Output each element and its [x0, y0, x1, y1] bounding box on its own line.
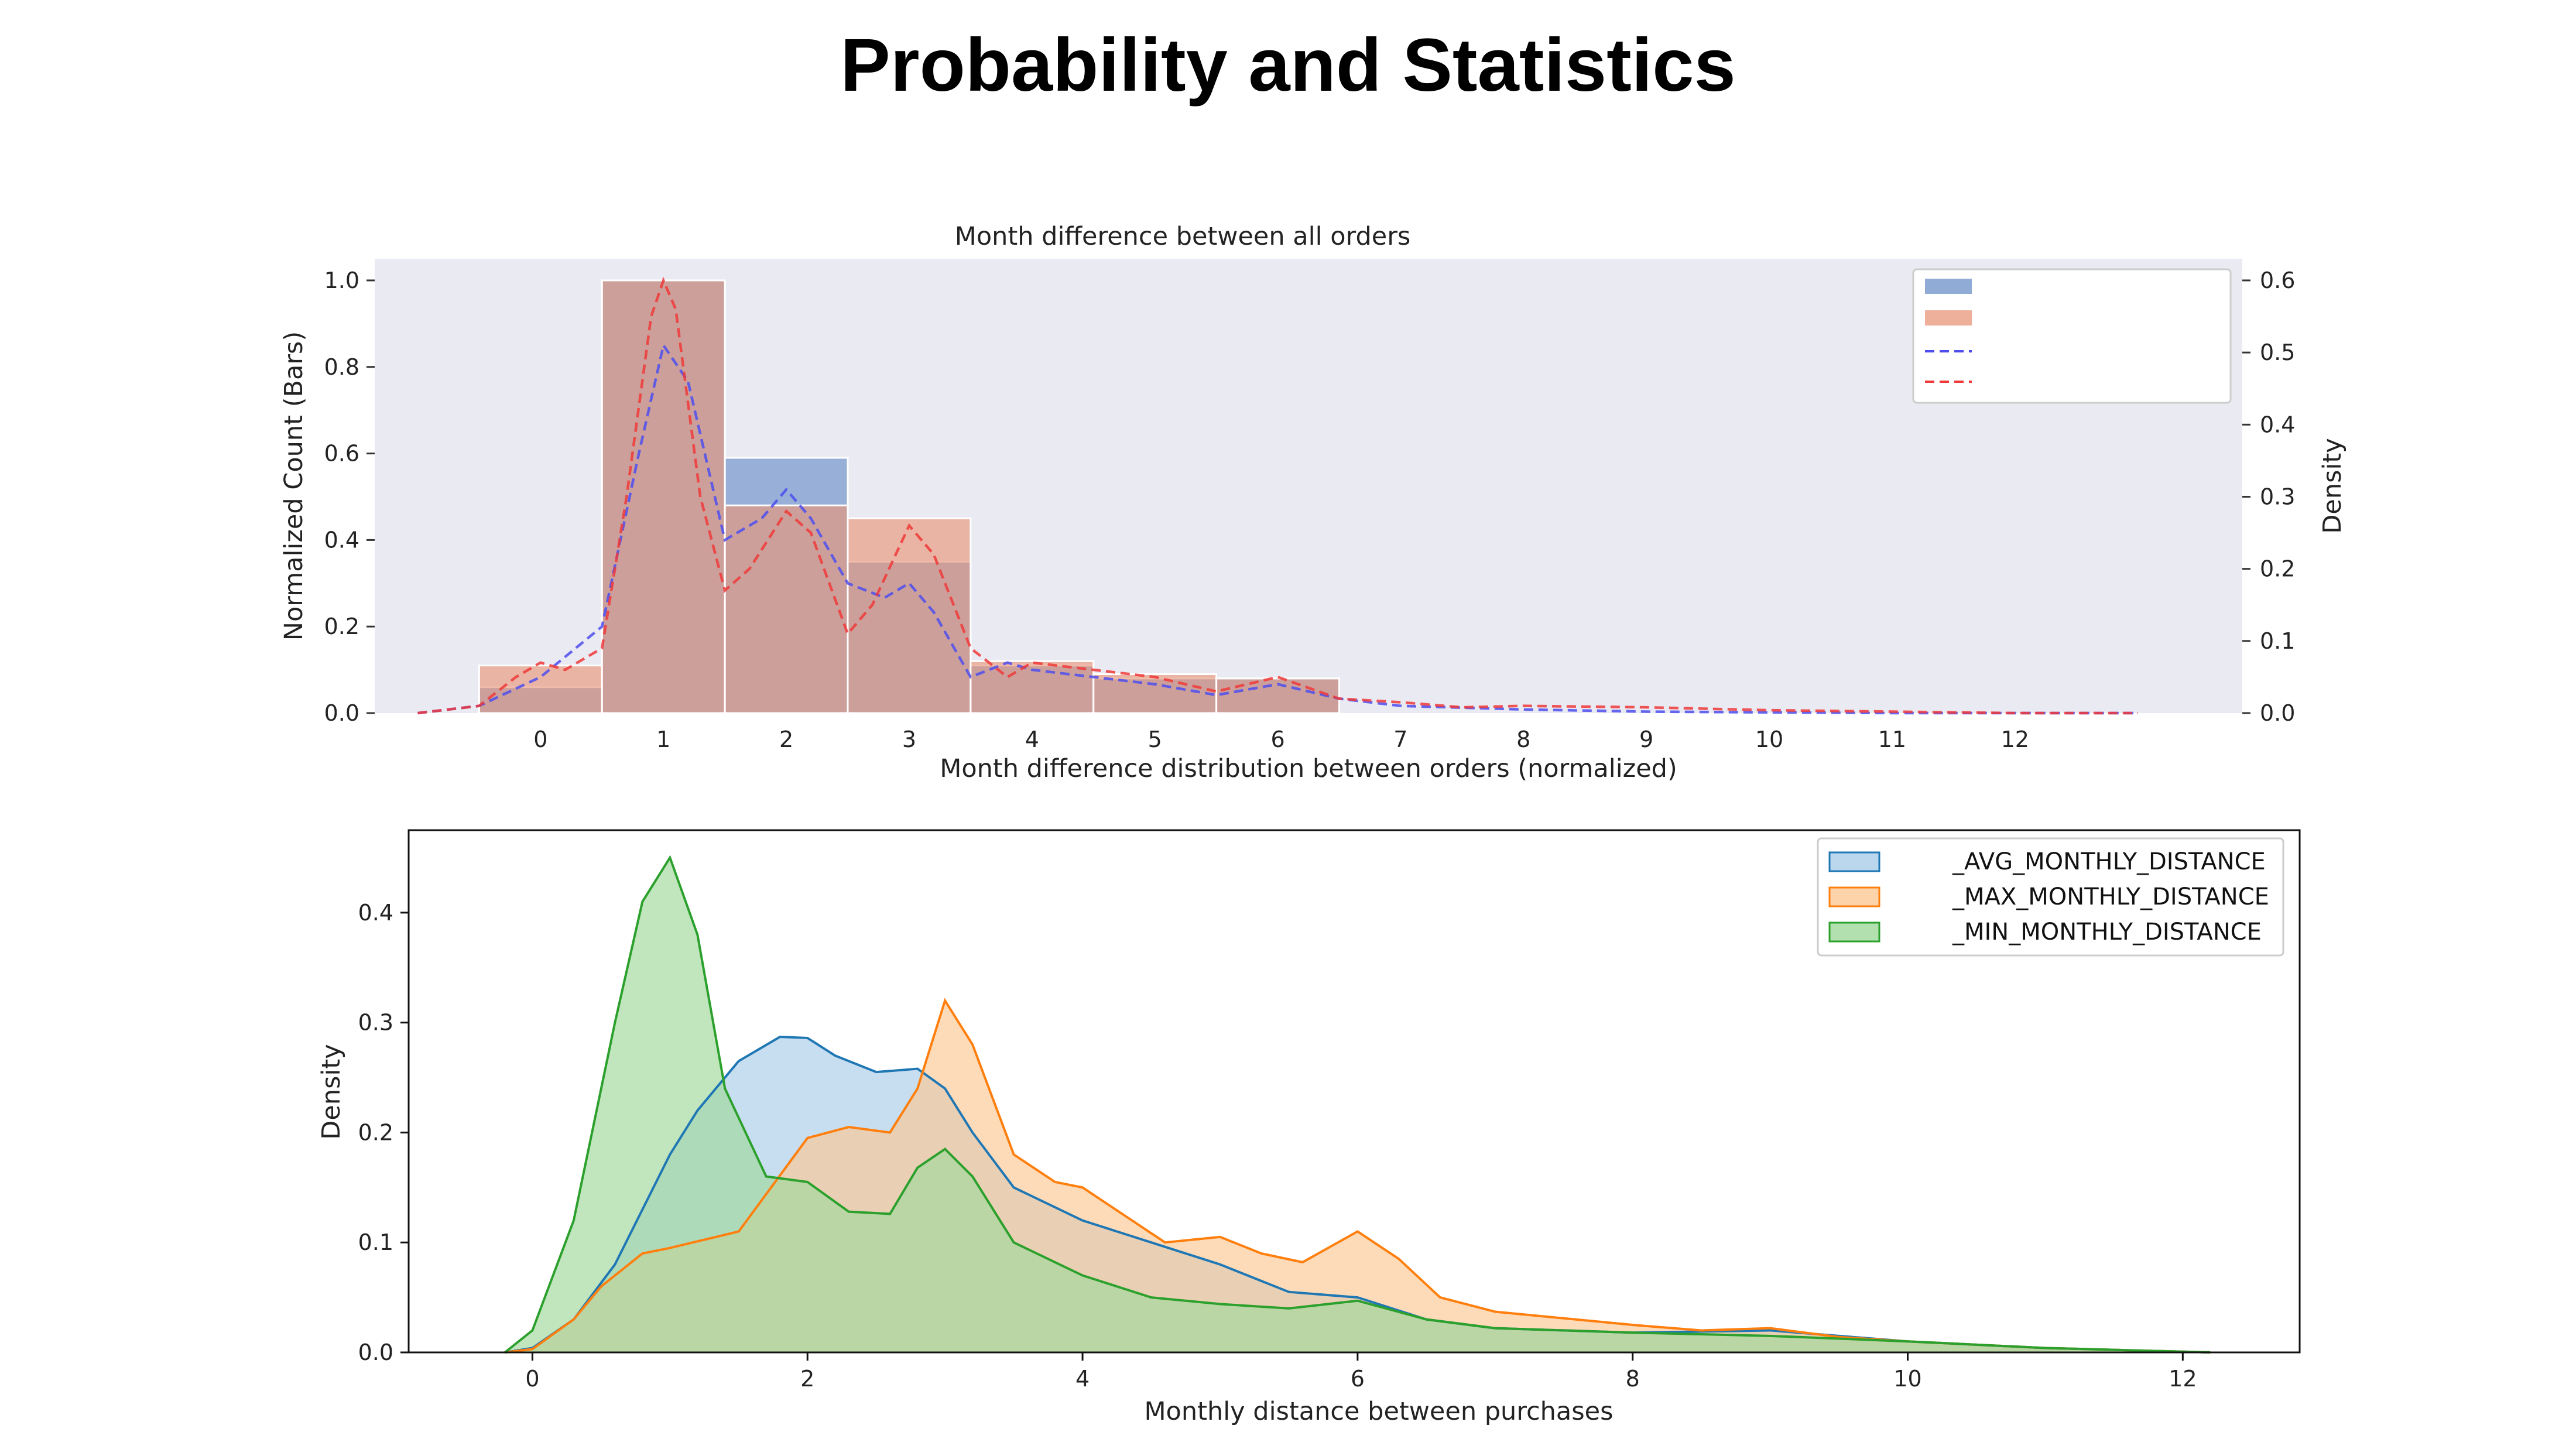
chart1-title: Month difference between all orders	[955, 222, 1411, 251]
chart1-legend-swatch-orange-bar	[1925, 310, 1972, 326]
x-tick-label: 9	[1639, 727, 1653, 752]
chart2-areas-layer	[504, 855, 2211, 1354]
chart2-legend-label-max: _MAX_MONTHLY_DISTANCE	[1952, 883, 2269, 910]
chart2-legend-swatch-min	[1828, 922, 1880, 943]
x-tick-label: 11	[1878, 727, 1906, 752]
chart1-y2label: Density	[2318, 438, 2347, 533]
chart2-legend-box	[1817, 837, 2284, 957]
y2-tick-label: 0.4	[2260, 412, 2295, 437]
x-tick-label: 0	[525, 1366, 539, 1392]
chart1-bars-layer	[478, 279, 1340, 714]
chart1-xlabel: Month difference distribution between or…	[940, 754, 1677, 783]
x-tick-label: 10	[1755, 727, 1783, 752]
x-tick-label: 2	[800, 1366, 814, 1392]
y-tick-label: 0.4	[358, 900, 393, 926]
y-tick-label: 0.6	[324, 441, 359, 467]
x-tick-label: 8	[1516, 727, 1530, 752]
y-tick-label: 0.0	[324, 700, 359, 726]
kde-line	[504, 855, 2211, 1354]
chart1-ylabel: Normalized Count (Bars)	[279, 331, 309, 640]
x-tick-label: 8	[1626, 1366, 1640, 1392]
x-tick-label: 1	[656, 727, 670, 752]
y2-tick-label: 0.2	[2260, 556, 2295, 582]
chart2-legend-label-min: _MIN_MONTHLY_DISTANCE	[1952, 919, 2262, 946]
x-tick-label: 0	[533, 727, 547, 752]
y-tick-label: 0.4	[324, 527, 359, 553]
x-tick-label: 3	[902, 727, 916, 752]
y2-tick-label: 0.5	[2260, 340, 2295, 365]
chart2-legend: _AVG_MONTHLY_DISTANCE _MAX_MONTHLY_DISTA…	[1817, 837, 2284, 957]
density-line	[417, 342, 2138, 715]
chart2-legend-swatch-max	[1828, 886, 1880, 907]
y2-tick-label: 0.3	[2260, 484, 2295, 509]
kde-area	[505, 857, 2211, 1352]
kde-line	[505, 998, 2211, 1354]
x-tick-label: 4	[1075, 1366, 1090, 1392]
slide-title: Probability and Statistics	[840, 23, 1736, 107]
histogram-bar	[724, 504, 849, 714]
chart2-legend-swatch-avg	[1828, 851, 1880, 872]
chart1-legend-swatch-blue-bar	[1925, 279, 1972, 294]
histogram-bar	[601, 279, 726, 714]
x-tick-label: 10	[1893, 1366, 1921, 1392]
chart2-axes-layer: 0 2 4 6 8 10 12 0.0 0.1 0.2 0.3 0.4	[358, 900, 2197, 1392]
y-tick-label: 0.2	[358, 1119, 393, 1145]
x-tick-label: 5	[1148, 727, 1162, 752]
chart1-legend-box	[1912, 268, 2232, 404]
x-tick-label: 6	[1270, 727, 1284, 752]
chart2-ylabel: Density	[317, 1044, 346, 1139]
chart1-legend	[1912, 268, 2232, 404]
y-tick-label: 0.3	[358, 1010, 393, 1036]
y2-tick-label: 0.6	[2260, 268, 2295, 293]
y-tick-label: 0.2	[324, 614, 359, 639]
chart1-density-layer	[417, 276, 2138, 715]
x-tick-label: 2	[779, 727, 793, 752]
x-tick-label: 6	[1351, 1366, 1365, 1392]
histogram-bar	[847, 517, 972, 714]
x-tick-label: 12	[2001, 727, 2029, 752]
x-tick-label: 12	[2169, 1366, 2197, 1392]
chart2-plot-frame	[407, 829, 2301, 1354]
y-tick-label: 0.1	[358, 1229, 393, 1255]
chart1-axes-layer: 0 1 2 3 4 5 6 7 8 9 10 11 120.00.20.40.60.81.00.00.1…	[324, 268, 2296, 752]
chart2-legend-label-avg: _AVG_MONTHLY_DISTANCE	[1952, 848, 2266, 875]
y-tick-label: 0.0	[358, 1340, 393, 1365]
y-tick-label: 1.0	[324, 268, 359, 293]
y2-tick-label: 0.0	[2260, 700, 2295, 726]
density-line	[417, 276, 2138, 715]
x-tick-label: 4	[1025, 727, 1039, 752]
chart2-xlabel: Monthly distance between purchases	[1144, 1397, 1613, 1426]
histogram-bar	[1092, 673, 1218, 714]
x-tick-label: 7	[1393, 727, 1407, 752]
y2-tick-label: 0.1	[2260, 628, 2295, 654]
y-tick-label: 0.8	[324, 354, 359, 380]
